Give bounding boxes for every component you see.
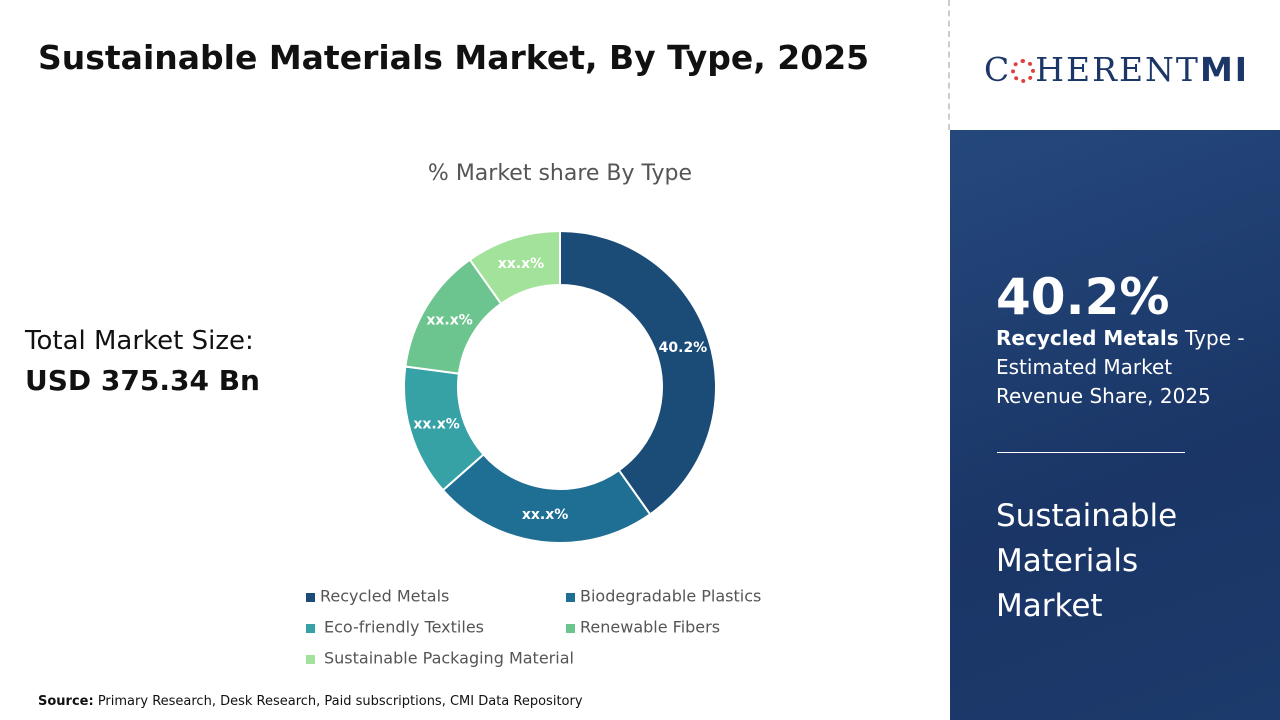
source: Source: Primary Research, Desk Research,… [38, 694, 583, 709]
logo-area: C HERENTMI [950, 0, 1280, 130]
data-label: 40.2% [659, 340, 708, 356]
source-label: Source: [38, 694, 94, 709]
market-size-label: Total Market Size: [25, 326, 254, 356]
logo-icon [1011, 59, 1036, 83]
legend-swatch [566, 593, 575, 602]
data-label: xx.x% [413, 417, 459, 433]
legend-label: Sustainable Packaging Material [324, 649, 574, 668]
divider [948, 0, 950, 130]
sidebar: 40.2% Recycled Metals Type - Estimated M… [950, 130, 1280, 720]
highlight-value: 40.2% [996, 268, 1170, 326]
highlight-description: Type - Estimated Market Revenue Share, 2… [996, 326, 1245, 408]
legend-swatch [306, 593, 315, 602]
legend-label: Recycled Metals [320, 587, 449, 606]
data-label: xx.x% [498, 256, 544, 272]
legend-swatch [306, 655, 315, 664]
logo-rest: HERENT [1035, 50, 1200, 89]
chart: % Market share By Type 40.2% xx.x% xx.x% xx… [306, 161, 761, 668]
legend-label: Biodegradable Plastics [580, 587, 761, 606]
legend-swatch [306, 624, 315, 633]
market-size-value: USD 375.34 Bn [25, 364, 260, 397]
logo-first: C [984, 50, 1012, 89]
donut-segment [441, 453, 652, 544]
data-label: xx.x% [426, 312, 472, 328]
chart-title: % Market share By Type [428, 161, 692, 186]
legend-label: Eco-friendly Textiles [324, 618, 484, 637]
market-name: Sustainable Materials Market [996, 498, 1178, 624]
highlight-segment: Recycled Metals [996, 326, 1179, 350]
logo: C HERENTMI [984, 50, 1249, 89]
legend-swatch [566, 624, 575, 633]
logo-mark: MI [1199, 50, 1250, 89]
legend-label: Renewable Fibers [580, 618, 720, 637]
sidebar-rule [997, 452, 1185, 453]
source-text: Primary Research, Desk Research, Paid su… [93, 694, 583, 709]
page-title: Sustainable Materials Market, By Type, 2… [38, 38, 870, 77]
highlight-text: Recycled Metals Type - Estimated Market … [996, 324, 1246, 411]
donut-segment [559, 229, 717, 516]
donut-segment [468, 229, 561, 306]
data-label: xx.x% [522, 507, 568, 523]
